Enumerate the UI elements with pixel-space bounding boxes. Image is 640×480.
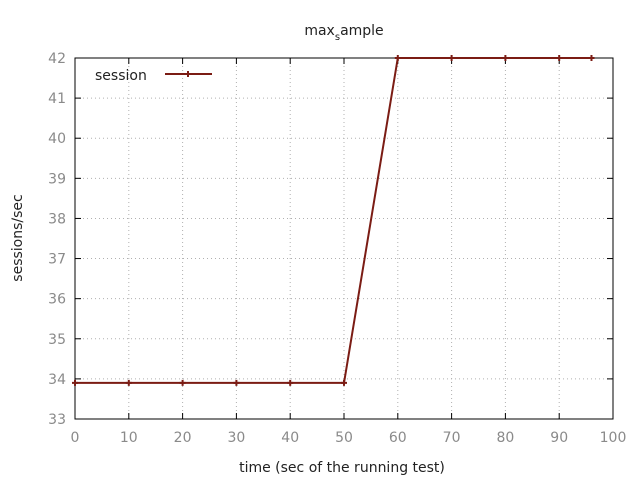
y-tick-label: 42 [48, 51, 66, 67]
x-tick-label: 90 [550, 430, 568, 446]
y-tick-label: 41 [48, 91, 66, 107]
y-axis-label: sessions/sec [10, 194, 26, 281]
x-tick-label: 80 [496, 430, 514, 446]
data-point [556, 55, 563, 61]
x-axis-label: time (sec of the running test) [239, 460, 445, 476]
y-tick-label: 40 [48, 131, 66, 147]
series [72, 55, 595, 386]
grid [75, 58, 613, 419]
legend: session [95, 68, 212, 84]
y-tick-label: 36 [48, 292, 66, 308]
data-point [72, 379, 78, 386]
x-tick-label: 10 [120, 430, 138, 446]
x-tick-label: 100 [600, 430, 627, 446]
x-tick-label: 20 [174, 430, 192, 446]
x-tick-label: 50 [335, 430, 353, 446]
data-point [448, 55, 455, 61]
y-tick-label: 37 [48, 252, 66, 268]
y-axis-ticks: 33 34 35 36 37 38 39 40 41 42 [48, 51, 613, 428]
data-point [502, 55, 509, 61]
legend-marker-cross [185, 71, 191, 77]
data-point [394, 55, 401, 61]
y-tick-label: 35 [48, 332, 66, 348]
series-line [75, 57, 592, 384]
x-tick-label: 70 [443, 430, 461, 446]
data-point [125, 379, 132, 386]
y-tick-label: 38 [48, 211, 66, 227]
legend-marker [185, 71, 191, 77]
y-tick-label: 39 [48, 171, 66, 187]
x-tick-label: 30 [227, 430, 245, 446]
y-tick-label: 34 [48, 372, 66, 388]
chart-title: maxsample [304, 23, 383, 43]
data-point [341, 379, 347, 386]
data-point [179, 379, 186, 386]
y-tick-label: 33 [48, 412, 66, 428]
data-point [287, 379, 294, 386]
x-tick-label: 0 [71, 430, 80, 446]
data-point [233, 379, 240, 386]
data-point [588, 55, 595, 61]
x-tick-label: 60 [389, 430, 407, 446]
legend-label: session [95, 68, 147, 84]
x-axis-ticks: 0 10 20 30 40 50 60 70 80 90 100 [71, 58, 627, 446]
x-tick-label: 40 [281, 430, 299, 446]
